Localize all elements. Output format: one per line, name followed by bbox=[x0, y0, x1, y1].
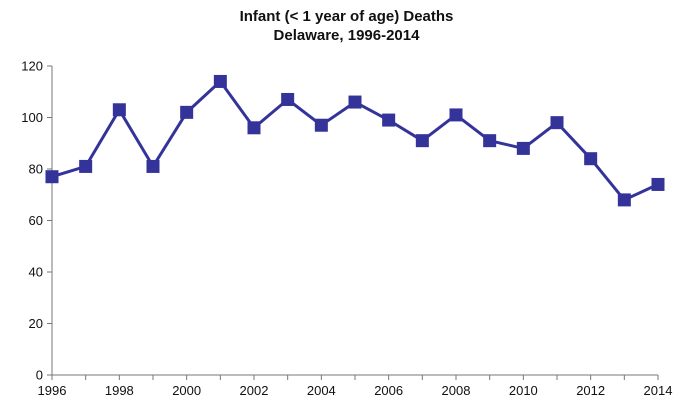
data-point bbox=[483, 134, 497, 148]
x-tick-label: 2012 bbox=[576, 383, 605, 398]
data-point bbox=[281, 92, 295, 106]
y-tick-label: 80 bbox=[29, 162, 43, 177]
x-tick-label: 2010 bbox=[509, 383, 538, 398]
x-tick-label: 2002 bbox=[240, 383, 269, 398]
data-point bbox=[247, 121, 261, 135]
chart-title-line2: Delaware, 1996-2014 bbox=[273, 27, 420, 44]
y-tick-label: 0 bbox=[36, 368, 43, 383]
x-tick-label: 2006 bbox=[374, 383, 403, 398]
axes bbox=[51, 66, 658, 376]
chart-title-line1: Infant (< 1 year of age) Deaths bbox=[239, 8, 454, 25]
data-point bbox=[550, 116, 564, 130]
x-tick-label: 1998 bbox=[105, 383, 134, 398]
data-point bbox=[516, 141, 530, 155]
data-point bbox=[314, 118, 328, 132]
y-tick-label: 60 bbox=[29, 213, 43, 228]
y-axis-ticks: 0 20 40 60 80 100 120 bbox=[21, 59, 52, 383]
data-point bbox=[449, 108, 463, 122]
data-point bbox=[415, 134, 429, 148]
y-tick-label: 20 bbox=[29, 316, 43, 331]
series-layer bbox=[45, 74, 665, 207]
x-tick-label: 2000 bbox=[172, 383, 201, 398]
y-tick-label: 120 bbox=[21, 59, 43, 74]
x-tick-label: 2008 bbox=[442, 383, 471, 398]
data-point bbox=[180, 105, 194, 119]
x-axis-ticks: 1996 1998 2000 2002 2004 2006 2008 2010 2012 2014 bbox=[38, 375, 673, 398]
data-point bbox=[112, 103, 126, 117]
data-point bbox=[79, 159, 93, 173]
data-point bbox=[584, 152, 598, 166]
data-point bbox=[617, 193, 631, 207]
x-tick-label: 2014 bbox=[644, 383, 673, 398]
x-tick-label: 1996 bbox=[38, 383, 67, 398]
x-tick-label: 2004 bbox=[307, 383, 336, 398]
data-point bbox=[213, 74, 227, 88]
data-point bbox=[348, 95, 362, 109]
y-tick-label: 100 bbox=[21, 110, 43, 125]
data-point bbox=[146, 159, 160, 173]
data-point bbox=[651, 177, 665, 191]
y-tick-label: 40 bbox=[29, 265, 43, 280]
data-point bbox=[45, 170, 59, 184]
data-point bbox=[382, 113, 396, 127]
